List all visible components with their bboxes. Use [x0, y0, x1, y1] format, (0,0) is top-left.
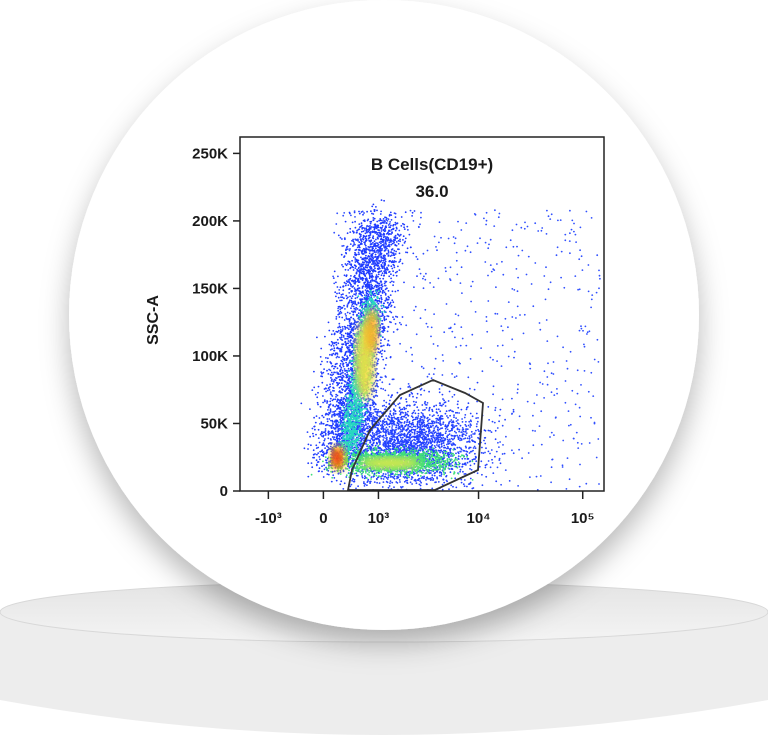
y-tick-label: 200K — [192, 213, 228, 230]
x-tick-label: 10³ — [368, 510, 390, 527]
gate-label: B Cells(CD19+) — [371, 155, 493, 174]
gate — [346, 379, 484, 491]
density-blob — [332, 449, 342, 467]
y-tick-label: 0 — [220, 483, 228, 500]
density-blob — [365, 308, 379, 352]
plot: B Cells(CD19+) 36.0 SSC-A 0 50K 100K 150K 20… — [145, 136, 605, 527]
gate-value: 36.0 — [415, 182, 448, 201]
y-axis-label: SSC-A — [145, 295, 162, 345]
x-tick-label: -10³ — [255, 510, 282, 527]
circle-card — [69, 0, 699, 630]
x-tick-label: 10⁵ — [571, 510, 595, 527]
density-blob — [360, 457, 420, 469]
y-tick-label: 250K — [192, 145, 228, 162]
x-tick-label: 0 — [319, 510, 327, 527]
y-tick-label: 150K — [192, 280, 228, 297]
y-tick-label: 100K — [192, 348, 228, 365]
x-tick-label: 10⁴ — [466, 510, 490, 527]
plot-frame — [239, 136, 605, 492]
y-tick-label: 50K — [200, 415, 228, 432]
